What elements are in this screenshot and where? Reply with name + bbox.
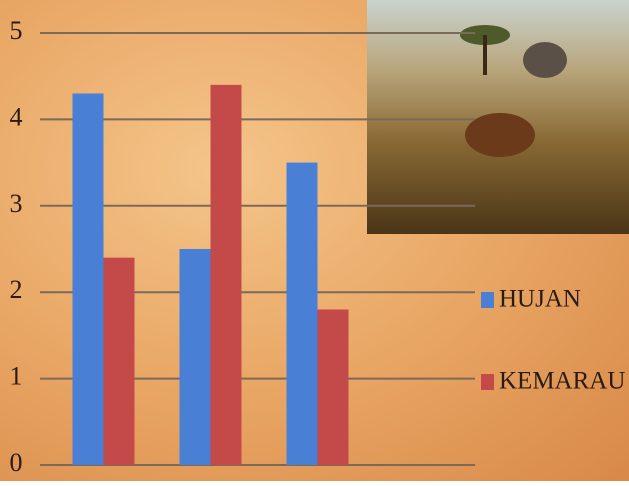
photo-animal: [523, 42, 567, 78]
bar: [103, 257, 135, 465]
photo-tree-trunk: [483, 35, 487, 75]
y-tick-label: 1: [10, 362, 23, 391]
y-tick-label: 5: [10, 16, 23, 45]
photo-animal: [465, 113, 535, 157]
legend-label: HUJAN: [499, 286, 581, 313]
bar: [179, 249, 211, 465]
bar: [72, 93, 104, 465]
legend-label: KEMARAU: [499, 368, 625, 395]
y-tick-label: 2: [10, 275, 23, 304]
y-tick-label: 4: [10, 102, 23, 131]
y-tick-label: 3: [10, 189, 23, 218]
bar: [286, 162, 318, 465]
legend-swatch: [481, 374, 494, 390]
legend-swatch: [481, 292, 494, 308]
y-tick-label: 0: [10, 448, 23, 477]
bar: [210, 84, 242, 465]
bar: [317, 309, 349, 465]
